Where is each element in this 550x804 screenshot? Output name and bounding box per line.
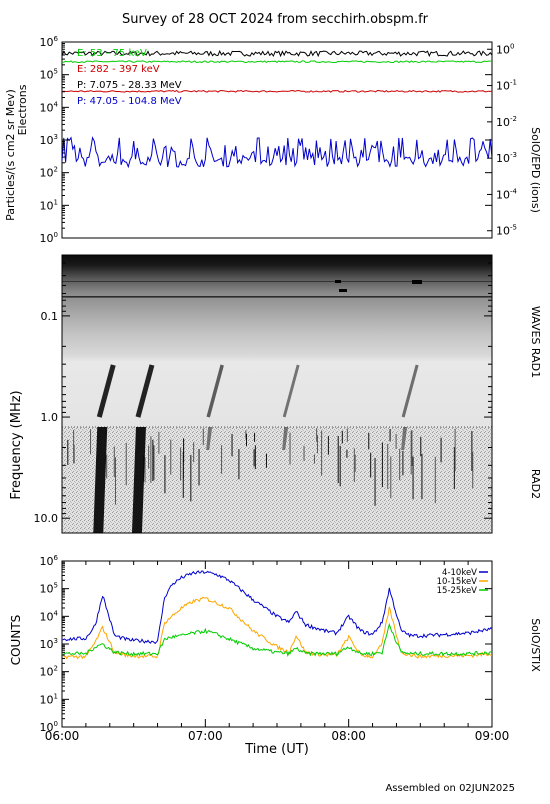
y-tick-label: 10.0: [34, 512, 59, 525]
radio-rad1-background: [62, 255, 492, 427]
particles-right-axis: 10-5 10-4 10-3 10-2 10-1 100: [487, 42, 518, 238]
radio-burst-drift: [282, 364, 300, 418]
radio-bands: [62, 268, 492, 506]
y-tick-label: 103: [40, 133, 58, 147]
radio-burst-drift: [135, 364, 155, 418]
y2-tick-label: 10-3: [496, 151, 517, 165]
radio-spot: [339, 289, 347, 292]
radio-y-axis: 0.1 1.0 10.0: [34, 262, 492, 525]
radio-burst-rad2: [401, 427, 408, 450]
xray-series-line: [62, 622, 492, 657]
xray-legend-entry: 10-15keV: [437, 577, 478, 587]
y-tick-label: 100: [40, 720, 58, 734]
radio-burst-drift: [96, 364, 116, 418]
y-tick-label: 104: [40, 100, 59, 114]
y2-tick-label: 100: [496, 42, 514, 56]
particles-series-group: [62, 49, 492, 169]
radio-burst-drift: [206, 364, 224, 418]
xray-y-axis-label: COUNTS: [9, 615, 23, 666]
xray-x-axis: 06:00 07:00 08:00 09:00: [45, 561, 510, 743]
y-tick-label: 106: [40, 35, 59, 49]
radio-burst-rad2: [131, 427, 146, 533]
x-tick-label: 09:00: [475, 729, 510, 743]
y-tick-label: 104: [40, 609, 59, 623]
y-tick-label: 102: [40, 665, 58, 679]
xray-legend-entry: 15-25keV: [437, 586, 478, 596]
xray-series-line: [62, 596, 492, 660]
y-tick-label: 0.1: [41, 310, 59, 323]
particles-y-axis-sublabel: Electrons: [16, 84, 29, 135]
radio-plot-frame: [61, 254, 493, 534]
particle-series-line: [62, 89, 492, 93]
radio-spot: [412, 280, 422, 284]
particles-legend: E: 53 - 75 keV E: 282 - 397 keV P: 7.075 -…: [77, 48, 182, 107]
particle-series-line: [62, 136, 492, 169]
particles-legend-entry: P: 7.075 - 28.33 MeV: [77, 80, 182, 91]
particles-y-axis-label: Particles/(s cm2 sr Mev): [4, 89, 17, 221]
y-tick-label: 105: [40, 582, 58, 596]
xray-legend-entry: 4-10keV: [442, 568, 477, 578]
radio-panel: 0.1 1.0 10.0 Frequency (MHz) WAVES RAD1 RA…: [9, 254, 542, 534]
y-tick-label: 101: [40, 692, 58, 706]
radio-right-label-rad2: RAD2: [529, 469, 542, 499]
xray-series-group: [62, 570, 492, 660]
radio-band: [62, 296, 492, 298]
radio-burst-rad2: [206, 427, 213, 450]
particle-series-line: [62, 49, 492, 58]
particles-y-axis: 100 101 102 103 104 105 106: [40, 35, 492, 245]
y-tick-label: 1.0: [41, 411, 59, 424]
radio-burst-rad2: [93, 427, 108, 533]
radio-y-axis-label: Frequency (MHz): [9, 390, 24, 499]
y-tick-label: 106: [40, 554, 59, 568]
radio-right-label-rad1: WAVES RAD1: [529, 306, 542, 378]
radio-band: [62, 268, 492, 270]
y2-tick-label: 10-4: [496, 187, 518, 201]
xray-y-axis: 100 101 102 103 104 105 106: [40, 554, 492, 734]
y-tick-label: 103: [40, 637, 58, 651]
y-tick-label: 102: [40, 166, 58, 180]
radio-band: [62, 281, 492, 282]
x-tick-label: 06:00: [45, 729, 80, 743]
xray-plot-frame: [61, 560, 493, 728]
radio-burst-drift: [401, 364, 419, 418]
radio-burst-rad2: [282, 427, 289, 450]
y-tick-label: 100: [40, 231, 58, 245]
radio-bursts: [93, 364, 419, 533]
particles-legend-entry: E: 53 - 75 keV: [77, 48, 147, 59]
radio-spot: [335, 280, 341, 283]
particles-panel: E: 53 - 75 keV E: 282 - 397 keV P: 7.075 -…: [4, 35, 542, 245]
xray-series-line: [62, 570, 492, 645]
xray-x-axis-label: Time (UT): [244, 742, 309, 757]
y-tick-label: 101: [40, 198, 58, 212]
xray-right-label: SolO/STIX: [529, 618, 542, 672]
particle-series-line: [62, 60, 492, 64]
particles-legend-entry: P: 47.05 - 104.8 MeV: [77, 96, 182, 107]
particles-legend-entry: E: 282 - 397 keV: [77, 64, 160, 75]
footer-note: Assembled on 02JUN2025: [385, 783, 515, 794]
x-tick-label: 08:00: [331, 729, 366, 743]
y-tick-label: 105: [40, 68, 58, 82]
figure-title: Survey of 28 OCT 2024 from secchirh.obsp…: [122, 12, 429, 27]
particles-right-label: SolO/EPD (ions): [529, 127, 542, 213]
y2-tick-label: 10-2: [496, 115, 517, 129]
y2-tick-label: 10-5: [496, 224, 517, 238]
y2-tick-label: 10-1: [496, 79, 517, 93]
x-tick-label: 07:00: [188, 729, 223, 743]
